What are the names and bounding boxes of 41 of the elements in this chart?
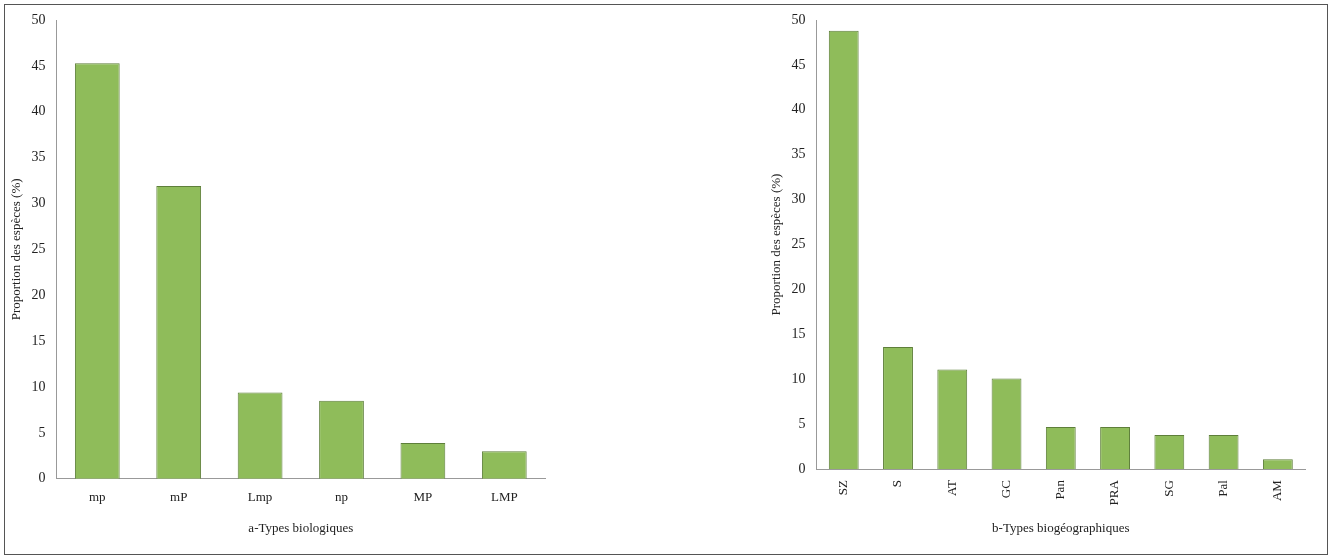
y-tick-label: 5 — [798, 415, 806, 431]
y-tick-label: 40 — [791, 101, 806, 117]
y-tick-label: 30 — [791, 191, 806, 207]
x-tick-label: np — [335, 489, 348, 505]
x-tick-label: mp — [88, 489, 106, 505]
y-tick-label: 10 — [31, 378, 46, 394]
x-axis-title: a-Types biologiques — [248, 519, 354, 535]
y-tick-label: 50 — [791, 11, 806, 27]
y-axis-title: Proportion des espèces (%) — [8, 178, 24, 321]
y-tick-label: 15 — [31, 332, 46, 348]
y-tick-label: 10 — [791, 370, 806, 386]
x-tick-label: AM — [1269, 479, 1285, 502]
y-tick-label: 0 — [798, 460, 806, 476]
x-tick-label: Lmp — [247, 489, 273, 505]
y-tick-label: 35 — [791, 146, 806, 162]
y-tick-label: 25 — [791, 236, 806, 252]
y-tick-label: 20 — [791, 281, 806, 297]
x-tick-label: GC — [997, 480, 1013, 499]
x-tick-label: Pal — [1215, 479, 1231, 497]
x-axis-title: b-Types biogéographiques — [992, 519, 1130, 535]
y-tick-label: 45 — [791, 56, 806, 72]
x-tick-label: PRA — [1106, 479, 1122, 506]
y-tick-label: 50 — [31, 11, 46, 27]
y-tick-label: 0 — [38, 470, 46, 486]
y-tick-label: 15 — [791, 326, 806, 342]
y-tick-label: 45 — [31, 57, 46, 73]
y-tick-label: 40 — [31, 103, 46, 119]
x-tick-label: S — [889, 480, 905, 488]
x-tick-label: SG — [1160, 480, 1176, 497]
x-tick-label: Pan — [1052, 479, 1068, 500]
x-tick-label: MP — [413, 489, 433, 505]
x-tick-label: AT — [943, 480, 959, 496]
x-tick-label: SZ — [835, 480, 851, 496]
y-tick-label: 5 — [38, 424, 46, 440]
y-tick-label: 25 — [31, 241, 46, 257]
x-tick-label: mP — [170, 489, 188, 505]
y-tick-label: 20 — [31, 286, 46, 302]
y-axis-title: Proportion des espèces (%) — [768, 173, 784, 316]
x-tick-label: LMP — [490, 489, 518, 505]
y-tick-label: 30 — [31, 195, 46, 211]
y-tick-label: 35 — [31, 149, 46, 165]
